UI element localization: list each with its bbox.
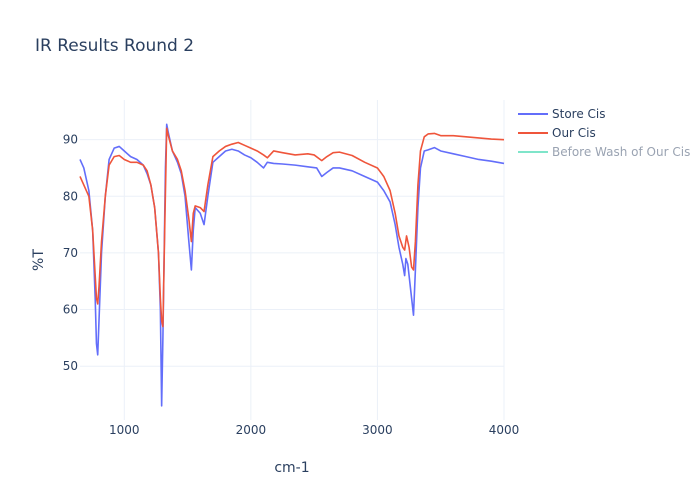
x-tick-label: 2000: [236, 423, 267, 437]
series-line-0: [79, 123, 505, 407]
y-axis-title: %T: [31, 249, 47, 271]
y-tick-labels: 50 60 70 80 90: [63, 133, 78, 374]
y-tick-label: 70: [63, 246, 78, 260]
legend-item-2[interactable]: Before Wash of Our Cis: [518, 145, 690, 159]
y-tick-label: 50: [63, 359, 78, 373]
legend-item-1[interactable]: Our Cis: [518, 126, 596, 140]
x-tick-label: 1000: [109, 423, 140, 437]
legend-label: Store Cis: [552, 107, 606, 121]
chart-title: IR Results Round 2: [35, 36, 194, 56]
series-line-1: [79, 127, 505, 328]
series-layer: [79, 123, 505, 407]
legend: Store Cis Our Cis Before Wash of Our Cis: [518, 107, 690, 159]
y-tick-label: 80: [63, 189, 78, 203]
x-tick-label: 4000: [489, 423, 520, 437]
legend-item-0[interactable]: Store Cis: [518, 107, 606, 121]
x-axis-title: cm-1: [274, 460, 309, 476]
legend-label: Our Cis: [552, 126, 596, 140]
y-tick-label: 60: [63, 303, 78, 317]
legend-label: Before Wash of Our Cis: [552, 145, 690, 159]
grid-lines: [80, 100, 505, 420]
y-tick-label: 90: [63, 133, 78, 147]
plot-area[interactable]: [80, 100, 504, 420]
x-tick-labels: 1000 2000 3000 4000: [109, 423, 519, 437]
x-tick-label: 3000: [362, 423, 393, 437]
